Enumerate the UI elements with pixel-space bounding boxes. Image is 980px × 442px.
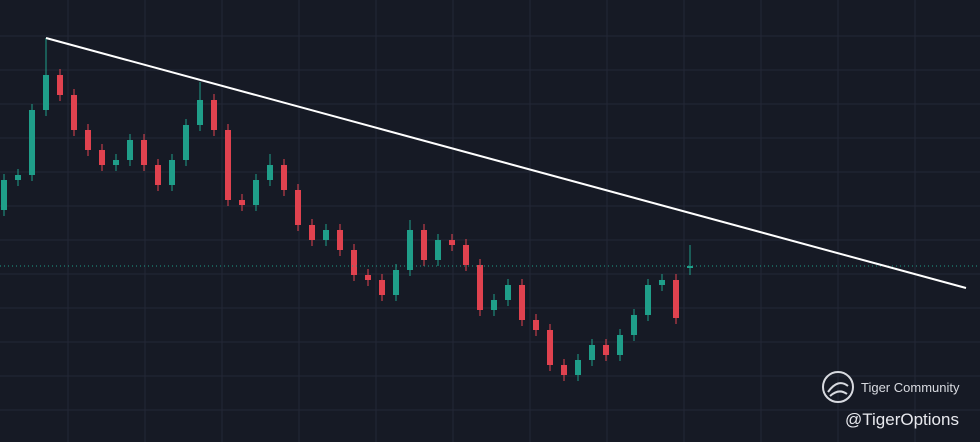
candle-body	[603, 345, 609, 355]
candle-body	[673, 280, 679, 318]
candle-body	[463, 245, 469, 265]
candle-body	[239, 200, 245, 205]
candle-body	[519, 285, 525, 320]
candle-body	[113, 160, 119, 165]
candle-body	[351, 250, 357, 275]
candle-body	[631, 315, 637, 335]
candle-body	[1, 180, 7, 210]
candle-body	[365, 275, 371, 280]
trendline	[45, 37, 967, 289]
candle-body	[155, 165, 161, 185]
candle-body	[295, 190, 301, 225]
candle-body	[323, 230, 329, 240]
candle-body	[253, 180, 259, 205]
candle-body	[477, 265, 483, 310]
candles	[0, 37, 980, 381]
candle-body	[141, 140, 147, 165]
candle-body	[547, 330, 553, 365]
candle-body	[337, 230, 343, 250]
candle-body	[225, 130, 231, 200]
candle-body	[659, 280, 665, 285]
watermark: Tiger Community @TigerOptions	[822, 371, 960, 429]
candle-body	[379, 280, 385, 295]
candle-body	[533, 320, 539, 330]
logo	[822, 371, 854, 403]
candle-body	[575, 360, 581, 375]
candle-body	[589, 345, 595, 360]
candle-body	[561, 365, 567, 375]
candle-body	[29, 110, 35, 175]
candle-body	[99, 150, 105, 165]
candle-body	[491, 300, 497, 310]
candle-body	[127, 140, 133, 160]
candle-body	[15, 175, 21, 180]
candle-body	[407, 230, 413, 270]
candle-body	[435, 240, 441, 260]
candle-body	[393, 270, 399, 295]
candle-body	[57, 75, 63, 95]
candle-body	[281, 165, 287, 190]
candle-body	[85, 130, 91, 150]
candle-body	[43, 75, 49, 110]
candle-body	[169, 160, 175, 185]
handle: @TigerOptions	[845, 410, 959, 429]
candle-body	[505, 285, 511, 300]
candle-body	[617, 335, 623, 355]
candle-body	[211, 100, 217, 130]
candle-body	[267, 165, 273, 180]
brand: Tiger Community	[861, 380, 960, 395]
logo-mark	[827, 382, 849, 397]
candle-body	[687, 266, 693, 268]
candle-body	[645, 285, 651, 315]
candle-body	[197, 100, 203, 125]
candle-body	[309, 225, 315, 240]
candle-body	[183, 125, 189, 160]
candle-body	[71, 95, 77, 130]
candle-body	[449, 240, 455, 245]
candle-body	[421, 230, 427, 260]
